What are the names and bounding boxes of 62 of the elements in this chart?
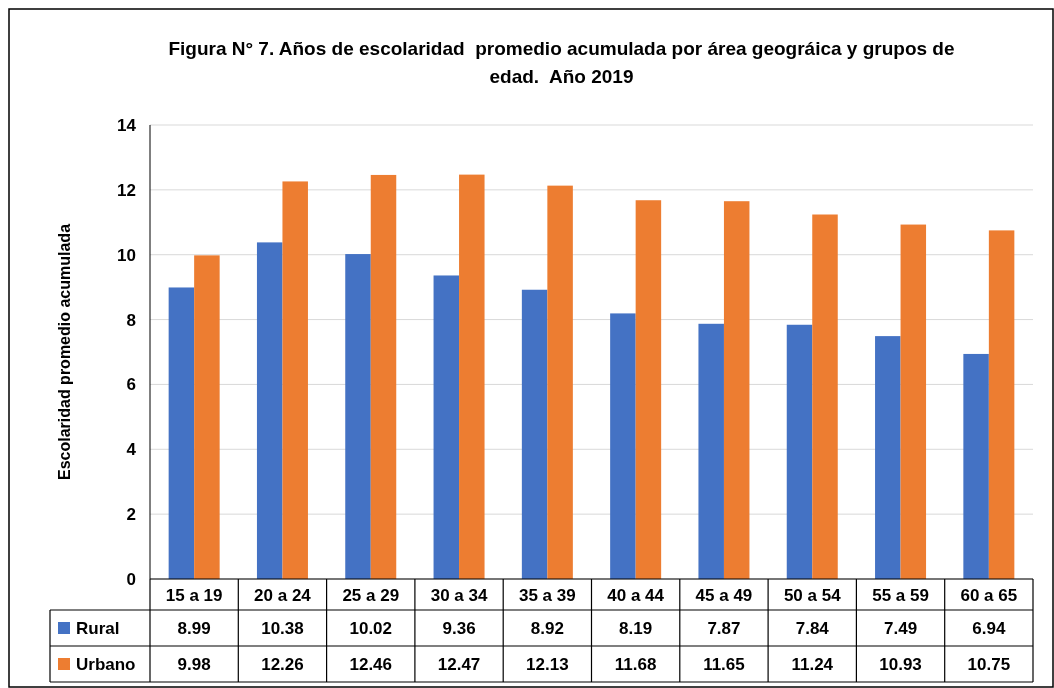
bar xyxy=(345,254,371,579)
y-tick-label: 2 xyxy=(126,505,136,525)
bar xyxy=(723,201,750,579)
data-label: 9.36 xyxy=(442,619,476,638)
data-label: 9.98 xyxy=(177,655,211,674)
bar xyxy=(433,275,460,579)
bar xyxy=(698,323,724,579)
bar xyxy=(812,214,838,579)
x-tick-label: 45 a 49 xyxy=(695,586,753,605)
x-tick-label: 60 a 65 xyxy=(960,586,1018,605)
bar xyxy=(370,174,397,579)
data-label: 12.26 xyxy=(261,655,304,674)
x-tick-label: 50 a 54 xyxy=(783,586,842,605)
bar xyxy=(547,185,573,579)
data-label: 11.65 xyxy=(703,655,745,674)
data-label: 11.24 xyxy=(791,655,834,674)
bar xyxy=(963,353,989,579)
x-tick-label: 30 a 34 xyxy=(430,586,488,605)
bar xyxy=(256,242,283,579)
data-label: 10.93 xyxy=(879,655,922,674)
y-tick-label: 6 xyxy=(126,375,136,395)
bar xyxy=(282,181,308,579)
data-label: 12.47 xyxy=(437,655,481,674)
y-tick-label: 10 xyxy=(117,245,136,265)
data-label: 7.87 xyxy=(707,619,741,638)
data-label: 6.94 xyxy=(972,619,1006,638)
bar xyxy=(521,289,548,579)
x-tick-label: 40 a 44 xyxy=(607,586,665,605)
bar xyxy=(875,336,901,579)
y-axis-title: Escolaridad promedio acumulada xyxy=(56,223,73,481)
data-label: 12.46 xyxy=(349,655,393,674)
data-label: 8.99 xyxy=(177,619,211,638)
bar xyxy=(635,200,662,579)
data-label: 10.02 xyxy=(349,619,393,638)
data-label: 12.13 xyxy=(526,655,569,674)
y-tick-label: 0 xyxy=(126,570,136,589)
x-tick-label: 15 a 19 xyxy=(165,586,223,605)
bar xyxy=(610,313,636,579)
y-tick-label: 14 xyxy=(117,116,137,135)
y-tick-label: 8 xyxy=(126,310,136,330)
data-label: 7.49 xyxy=(884,619,918,638)
chart-title: Figura N° 7. Años de escolaridad promedio acumulada por área geográica y grupos de edad. Año 2019 xyxy=(168,38,955,87)
x-tick-label: 35 a 39 xyxy=(518,586,576,605)
data-label: 7.84 xyxy=(795,619,830,638)
y-tick-label: 4 xyxy=(126,440,137,460)
data-label: 8.92 xyxy=(530,619,564,638)
x-tick-label: 55 a 59 xyxy=(872,586,929,605)
bar xyxy=(194,255,220,579)
legend-label: Rural xyxy=(76,619,120,638)
data-label: 10.38 xyxy=(261,619,304,638)
x-tick-label: 25 a 29 xyxy=(342,586,400,605)
bar xyxy=(168,287,195,579)
data-label: 8.19 xyxy=(619,619,653,638)
bar xyxy=(786,324,813,579)
bar xyxy=(988,230,1015,579)
data-label: 10.75 xyxy=(967,655,1011,674)
legend-label: Urbano xyxy=(76,655,136,674)
x-tick-label: 20 a 24 xyxy=(254,586,312,605)
data-label: 11.68 xyxy=(614,655,657,674)
y-tick-label: 12 xyxy=(117,180,136,200)
bar xyxy=(900,224,927,579)
bar xyxy=(459,174,485,579)
